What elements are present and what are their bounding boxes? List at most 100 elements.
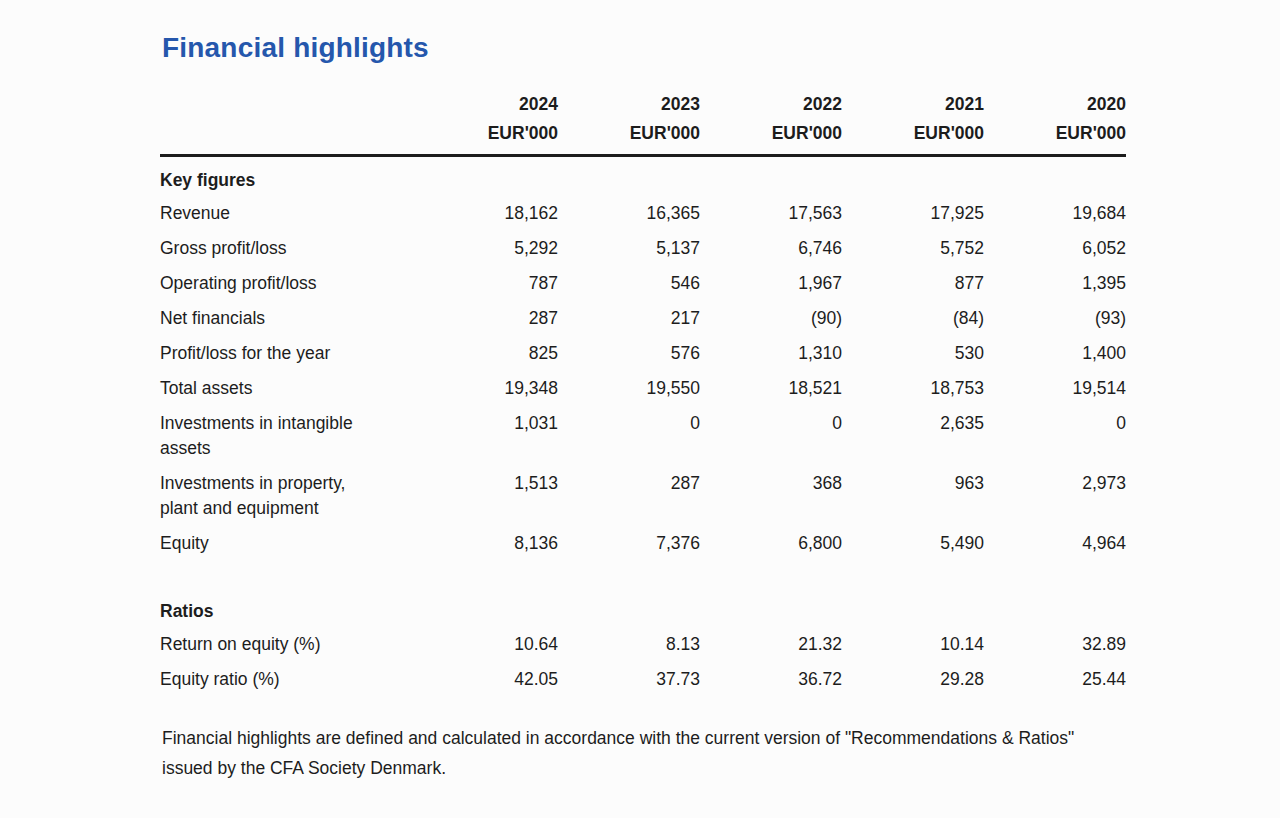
table-row: Gross profit/loss 5,292 5,137 6,746 5,75… [160, 231, 1126, 266]
table-row: Revenue 18,162 16,365 17,563 17,925 19,6… [160, 196, 1126, 231]
value-cell: 576 [558, 336, 700, 371]
row-label: Gross profit/loss [160, 231, 416, 266]
row-label: Equity [160, 526, 416, 561]
unit-header: EUR'000 [700, 116, 842, 155]
table-row: Operating profit/loss 787 546 1,967 877 … [160, 266, 1126, 301]
value-cell: 17,925 [842, 196, 984, 231]
table-row: Equity ratio (%) 42.05 37.73 36.72 29.28… [160, 662, 1126, 697]
value-cell: (84) [842, 301, 984, 336]
value-cell: 5,752 [842, 231, 984, 266]
document-page: Financial highlights 2024 2023 2022 2021… [0, 0, 1280, 818]
header-spacer [160, 116, 416, 155]
section-heading: Ratios [160, 561, 1126, 627]
row-label: Operating profit/loss [160, 266, 416, 301]
footnote-text: Financial highlights are defined and cal… [162, 723, 1100, 783]
value-cell: 1,400 [984, 336, 1126, 371]
value-cell: 1,513 [416, 466, 558, 526]
value-cell: 42.05 [416, 662, 558, 697]
value-cell: 0 [984, 406, 1126, 466]
value-cell: (90) [700, 301, 842, 336]
row-label: Return on equity (%) [160, 627, 416, 662]
table-row: Equity 8,136 7,376 6,800 5,490 4,964 [160, 526, 1126, 561]
row-label: Net financials [160, 301, 416, 336]
value-cell: 37.73 [558, 662, 700, 697]
unit-header-row: EUR'000 EUR'000 EUR'000 EUR'000 EUR'000 [160, 116, 1126, 155]
value-cell: 825 [416, 336, 558, 371]
value-cell: 29.28 [842, 662, 984, 697]
page-title: Financial highlights [162, 32, 1126, 64]
value-cell: 8,136 [416, 526, 558, 561]
value-cell: 530 [842, 336, 984, 371]
row-label: Investments in property, plant and equip… [160, 466, 416, 526]
section-heading: Key figures [160, 155, 1126, 196]
value-cell: 0 [700, 406, 842, 466]
value-cell: 6,052 [984, 231, 1126, 266]
value-cell: 6,800 [700, 526, 842, 561]
value-cell: 368 [700, 466, 842, 526]
value-cell: 19,550 [558, 371, 700, 406]
unit-header: EUR'000 [558, 116, 700, 155]
value-cell: 32.89 [984, 627, 1126, 662]
value-cell: 1,310 [700, 336, 842, 371]
value-cell: 287 [558, 466, 700, 526]
row-label: Profit/loss for the year [160, 336, 416, 371]
year-header-2023: 2023 [558, 94, 700, 116]
value-cell: 2,635 [842, 406, 984, 466]
value-cell: 287 [416, 301, 558, 336]
value-cell: 19,514 [984, 371, 1126, 406]
row-label: Total assets [160, 371, 416, 406]
row-label: Revenue [160, 196, 416, 231]
table-row: Investments in property, plant and equip… [160, 466, 1126, 526]
unit-header: EUR'000 [842, 116, 984, 155]
value-cell: 5,292 [416, 231, 558, 266]
value-cell: 1,395 [984, 266, 1126, 301]
value-cell: 10.64 [416, 627, 558, 662]
table-header: 2024 2023 2022 2021 2020 EUR'000 EUR'000… [160, 94, 1126, 155]
value-cell: 25.44 [984, 662, 1126, 697]
value-cell: 17,563 [700, 196, 842, 231]
value-cell: 18,521 [700, 371, 842, 406]
table-row: Profit/loss for the year 825 576 1,310 5… [160, 336, 1126, 371]
value-cell: 963 [842, 466, 984, 526]
section-heading-row: Ratios [160, 561, 1126, 627]
value-cell: 787 [416, 266, 558, 301]
value-cell: 36.72 [700, 662, 842, 697]
value-cell: (93) [984, 301, 1126, 336]
value-cell: 5,490 [842, 526, 984, 561]
year-header-2020: 2020 [984, 94, 1126, 116]
content-area: Financial highlights 2024 2023 2022 2021… [160, 32, 1126, 800]
value-cell: 546 [558, 266, 700, 301]
value-cell: 10.14 [842, 627, 984, 662]
value-cell: 7,376 [558, 526, 700, 561]
value-cell: 18,753 [842, 371, 984, 406]
value-cell: 19,348 [416, 371, 558, 406]
value-cell: 6,746 [700, 231, 842, 266]
year-header-2022: 2022 [700, 94, 842, 116]
year-header-2021: 2021 [842, 94, 984, 116]
value-cell: 0 [558, 406, 700, 466]
table-row: Net financials 287 217 (90) (84) (93) [160, 301, 1126, 336]
year-header-row: 2024 2023 2022 2021 2020 [160, 94, 1126, 116]
unit-header: EUR'000 [416, 116, 558, 155]
value-cell: 877 [842, 266, 984, 301]
value-cell: 1,031 [416, 406, 558, 466]
value-cell: 5,137 [558, 231, 700, 266]
header-spacer [160, 94, 416, 116]
row-label: Equity ratio (%) [160, 662, 416, 697]
table-row: Total assets 19,348 19,550 18,521 18,753… [160, 371, 1126, 406]
financial-highlights-table: 2024 2023 2022 2021 2020 EUR'000 EUR'000… [160, 94, 1126, 697]
unit-header: EUR'000 [984, 116, 1126, 155]
year-header-2024: 2024 [416, 94, 558, 116]
row-label: Investments in intangible assets [160, 406, 416, 466]
value-cell: 18,162 [416, 196, 558, 231]
table-body: Key figures Revenue 18,162 16,365 17,563… [160, 155, 1126, 697]
value-cell: 1,967 [700, 266, 842, 301]
value-cell: 21.32 [700, 627, 842, 662]
value-cell: 4,964 [984, 526, 1126, 561]
value-cell: 16,365 [558, 196, 700, 231]
value-cell: 8.13 [558, 627, 700, 662]
table-row: Return on equity (%) 10.64 8.13 21.32 10… [160, 627, 1126, 662]
value-cell: 217 [558, 301, 700, 336]
value-cell: 2,973 [984, 466, 1126, 526]
value-cell: 19,684 [984, 196, 1126, 231]
